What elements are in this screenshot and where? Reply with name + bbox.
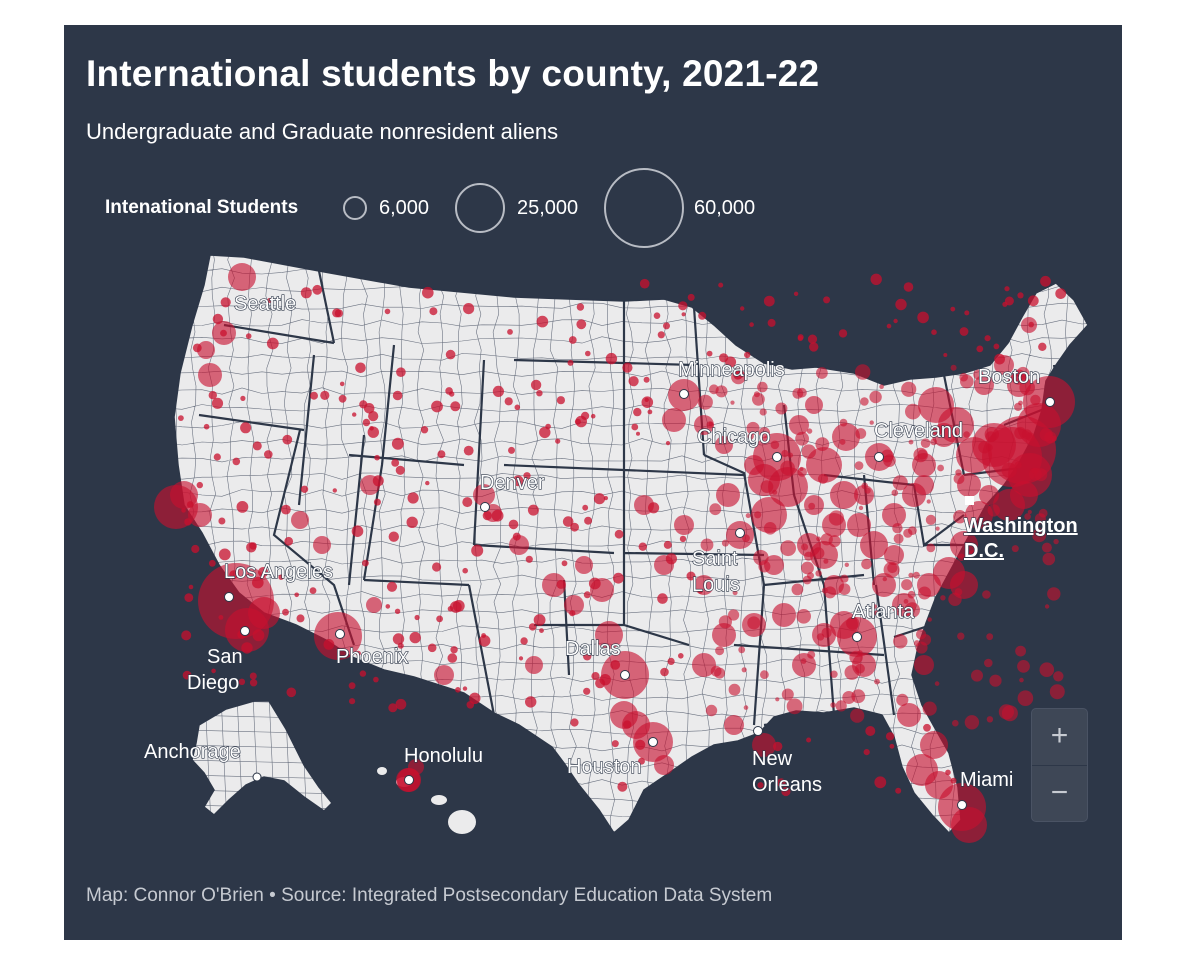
- city-marker-boston: [1045, 397, 1055, 407]
- city-marker-new-orleans: [753, 726, 763, 736]
- city-label-chicago: Chicago: [697, 426, 770, 448]
- city-label-anchorage: Anchorage: [144, 741, 241, 763]
- city-marker-san-diego: [240, 626, 250, 636]
- city-marker-honolulu: [404, 775, 414, 785]
- city-label-boston: Boston: [978, 366, 1040, 388]
- city-label-atlanta: Atlanta: [852, 601, 915, 623]
- city-label-washington-2: D.C.: [964, 540, 1004, 562]
- city-label-miami: Miami: [960, 769, 1013, 791]
- hawaii-kauai: [377, 767, 387, 775]
- hawaii-big-island: [448, 810, 476, 834]
- city-marker-dallas: [620, 670, 630, 680]
- city-label-honolulu: Honolulu: [404, 745, 483, 767]
- city-marker-chicago: [772, 452, 782, 462]
- hawaii-maui: [431, 795, 447, 805]
- city-marker-cleveland: [874, 452, 884, 462]
- city-label-washington-1: Washington: [964, 515, 1078, 537]
- city-marker-phoenix: [335, 629, 345, 639]
- city-label-new-orleans-2: Orleans: [752, 774, 822, 796]
- city-label-seattle: Seattle: [234, 293, 296, 315]
- city-label-san-diego-1: San: [207, 646, 243, 668]
- legend-label-medium: 25,000: [517, 197, 579, 219]
- city-marker-los-angeles: [224, 592, 234, 602]
- legend-circle-small: [343, 196, 367, 220]
- zoom-out-button[interactable]: −: [1050, 776, 1069, 809]
- city-marker-minneapolis: [679, 389, 689, 399]
- city-label-dallas: Dallas: [565, 638, 621, 660]
- city-marker-houston: [648, 737, 658, 747]
- city-label-san-diego-2: Diego: [187, 672, 239, 694]
- legend-circle-medium: [455, 183, 505, 233]
- legend-circle-large: [604, 168, 684, 248]
- legend-label-large: 60,000: [694, 197, 756, 219]
- zoom-control: + −: [1032, 709, 1087, 821]
- city-layer: Seattle Minneapolis Boston Chicago Cleve…: [143, 292, 1078, 810]
- zoom-in-button[interactable]: +: [1050, 719, 1069, 752]
- map-subtitle: Undergraduate and Graduate nonresident a…: [86, 119, 559, 144]
- zoom-divider: [1032, 765, 1087, 766]
- city-label-saint-louis-1: Saint: [692, 548, 738, 570]
- city-label-los-angeles: Los Angeles: [224, 561, 333, 583]
- bubble-layer: [154, 263, 1075, 843]
- map-card: International students by county, 2021-2…: [64, 25, 1122, 940]
- city-marker-denver: [480, 502, 490, 512]
- city-label-saint-louis-2: Louis: [692, 574, 740, 596]
- city-label-houston: Houston: [567, 756, 642, 778]
- city-label-denver: Denver: [480, 472, 545, 494]
- city-marker-washington: [965, 496, 974, 505]
- city-marker-atlanta: [852, 632, 862, 642]
- map-credit: Map: Connor O'Brien • Source: Integrated…: [86, 885, 773, 906]
- legend-label-small: 6,000: [379, 197, 430, 219]
- city-label-new-orleans-1: New: [752, 748, 793, 770]
- city-label-minneapolis: Minneapolis: [678, 359, 785, 381]
- map-title: International students by county, 2021-2…: [86, 53, 820, 94]
- city-marker-saint-louis: [735, 528, 745, 538]
- city-marker-anchorage: [252, 772, 262, 782]
- legend-title: Intenational Students: [105, 197, 299, 218]
- city-label-phoenix: Phoenix: [336, 646, 408, 668]
- city-marker-miami: [957, 800, 967, 810]
- city-label-cleveland: Cleveland: [874, 420, 963, 442]
- us-county-map[interactable]: Seattle Minneapolis Boston Chicago Cleve…: [64, 25, 1122, 940]
